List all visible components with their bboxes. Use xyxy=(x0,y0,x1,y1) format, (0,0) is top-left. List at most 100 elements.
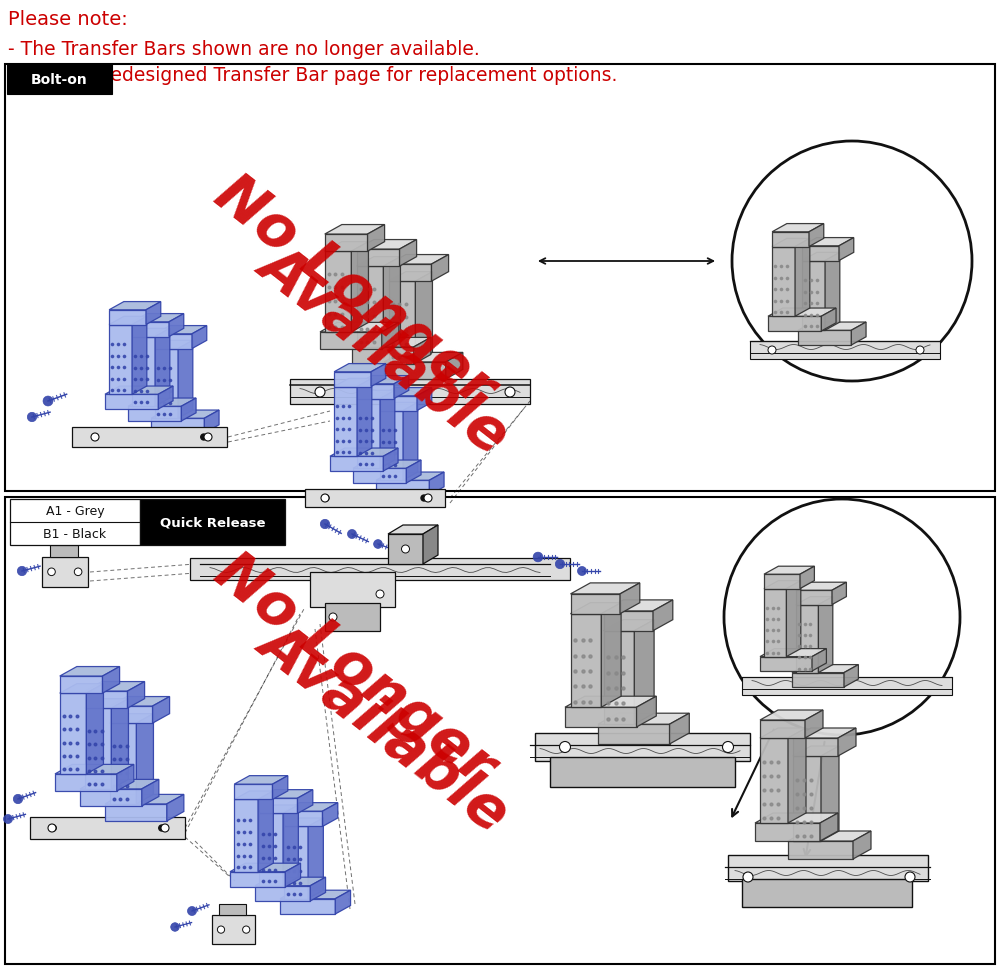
Circle shape xyxy=(743,872,753,882)
Polygon shape xyxy=(169,314,184,337)
Bar xyxy=(30,817,185,839)
Polygon shape xyxy=(844,665,858,687)
Polygon shape xyxy=(796,590,832,605)
Text: - See the Redesigned Transfer Bar page for replacement options.: - See the Redesigned Transfer Bar page f… xyxy=(8,66,617,85)
Polygon shape xyxy=(380,396,417,411)
Polygon shape xyxy=(570,594,620,614)
Polygon shape xyxy=(85,699,128,708)
Circle shape xyxy=(505,388,515,397)
Circle shape xyxy=(43,396,53,407)
Bar xyxy=(219,904,246,916)
Circle shape xyxy=(204,433,212,442)
Polygon shape xyxy=(851,323,866,346)
Polygon shape xyxy=(85,708,111,789)
Bar xyxy=(742,677,952,696)
Polygon shape xyxy=(334,379,372,388)
Polygon shape xyxy=(335,891,351,914)
Polygon shape xyxy=(105,394,158,410)
Bar xyxy=(310,573,395,608)
Polygon shape xyxy=(793,756,821,841)
Polygon shape xyxy=(772,239,810,247)
Polygon shape xyxy=(60,667,120,676)
Polygon shape xyxy=(382,323,399,350)
Polygon shape xyxy=(105,387,173,394)
Circle shape xyxy=(13,795,23,804)
Polygon shape xyxy=(760,649,826,657)
Polygon shape xyxy=(280,899,335,914)
Polygon shape xyxy=(234,784,272,799)
Polygon shape xyxy=(802,262,825,330)
Text: No Longer: No Longer xyxy=(204,543,506,796)
Polygon shape xyxy=(788,831,871,841)
Bar xyxy=(742,879,912,907)
Polygon shape xyxy=(653,600,673,631)
Polygon shape xyxy=(792,665,858,672)
Polygon shape xyxy=(423,525,438,564)
Polygon shape xyxy=(764,567,814,575)
Polygon shape xyxy=(151,419,204,433)
Polygon shape xyxy=(772,225,824,233)
Circle shape xyxy=(916,347,924,355)
Polygon shape xyxy=(132,329,170,337)
Polygon shape xyxy=(570,603,621,614)
Polygon shape xyxy=(357,250,400,266)
Polygon shape xyxy=(368,226,385,252)
Polygon shape xyxy=(259,790,313,798)
Circle shape xyxy=(91,433,99,442)
Polygon shape xyxy=(380,391,395,469)
Polygon shape xyxy=(786,581,801,657)
Circle shape xyxy=(171,922,179,931)
Circle shape xyxy=(768,347,776,355)
Polygon shape xyxy=(772,233,809,247)
Polygon shape xyxy=(310,877,326,901)
Polygon shape xyxy=(417,389,432,411)
Polygon shape xyxy=(110,706,152,724)
Polygon shape xyxy=(325,234,368,252)
Polygon shape xyxy=(380,411,403,481)
Polygon shape xyxy=(330,449,398,456)
Polygon shape xyxy=(403,403,418,481)
Polygon shape xyxy=(334,388,357,456)
Polygon shape xyxy=(357,266,383,348)
Polygon shape xyxy=(796,597,833,605)
Bar xyxy=(750,342,940,359)
Circle shape xyxy=(555,560,565,569)
Bar xyxy=(550,757,735,787)
Polygon shape xyxy=(357,391,395,399)
Polygon shape xyxy=(308,818,323,899)
Polygon shape xyxy=(565,697,656,707)
Bar xyxy=(305,489,445,508)
Polygon shape xyxy=(128,398,196,407)
Polygon shape xyxy=(146,302,161,326)
Polygon shape xyxy=(380,389,432,396)
Polygon shape xyxy=(820,813,838,841)
Polygon shape xyxy=(793,729,856,738)
Polygon shape xyxy=(255,877,326,886)
Polygon shape xyxy=(110,714,153,724)
Polygon shape xyxy=(570,614,601,707)
Polygon shape xyxy=(109,326,132,394)
Polygon shape xyxy=(151,411,219,419)
Polygon shape xyxy=(330,456,383,472)
Circle shape xyxy=(50,826,56,831)
Polygon shape xyxy=(60,676,102,694)
Polygon shape xyxy=(284,811,322,827)
Polygon shape xyxy=(604,611,653,631)
Polygon shape xyxy=(389,272,432,282)
Polygon shape xyxy=(755,813,838,823)
Polygon shape xyxy=(128,682,145,708)
Polygon shape xyxy=(380,403,418,411)
Bar xyxy=(42,557,88,587)
Polygon shape xyxy=(155,334,192,349)
Bar xyxy=(10,499,140,546)
Circle shape xyxy=(17,567,27,577)
Polygon shape xyxy=(357,399,380,469)
Circle shape xyxy=(724,499,960,735)
Polygon shape xyxy=(795,239,810,317)
Polygon shape xyxy=(105,804,167,821)
Polygon shape xyxy=(111,699,128,789)
Polygon shape xyxy=(60,684,103,694)
Circle shape xyxy=(217,926,225,933)
Polygon shape xyxy=(429,473,444,495)
Polygon shape xyxy=(234,776,288,784)
